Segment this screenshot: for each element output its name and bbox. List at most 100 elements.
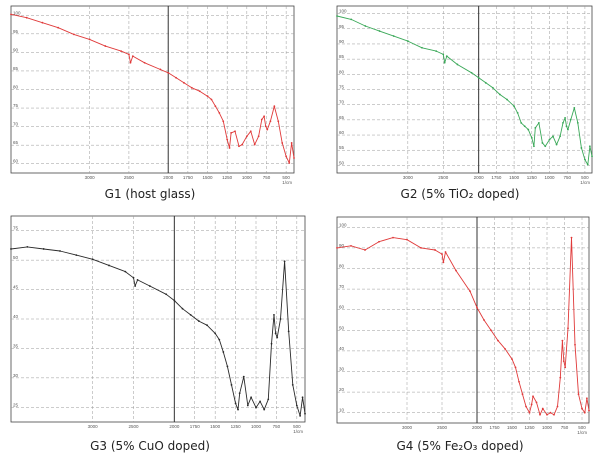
data-point bbox=[537, 122, 540, 124]
x-unit-label: 1/cm bbox=[577, 430, 587, 435]
data-point bbox=[491, 86, 494, 89]
data-point bbox=[281, 142, 284, 144]
data-point bbox=[541, 142, 544, 144]
data-point bbox=[528, 411, 531, 414]
data-point bbox=[580, 147, 583, 149]
data-point bbox=[534, 127, 537, 129]
y-tick-label: 70 bbox=[339, 100, 345, 105]
x-tick-label: 1250 bbox=[527, 175, 538, 180]
x-tick-label: 750 bbox=[561, 425, 569, 430]
data-point bbox=[234, 130, 236, 133]
data-point bbox=[336, 247, 338, 249]
data-point bbox=[287, 330, 290, 333]
data-point bbox=[263, 115, 266, 118]
data-point bbox=[569, 118, 572, 121]
y-tick-label: 25 bbox=[13, 402, 19, 407]
data-point bbox=[131, 55, 134, 57]
data-point bbox=[441, 253, 443, 255]
x-tick-label: 1500 bbox=[210, 424, 221, 429]
data-point bbox=[288, 162, 291, 164]
data-point bbox=[285, 155, 288, 158]
data-point bbox=[277, 120, 280, 123]
data-point bbox=[129, 61, 132, 64]
x-tick-label: 500 bbox=[581, 175, 589, 180]
data-point bbox=[525, 405, 527, 408]
x-tick-label: 1750 bbox=[183, 175, 194, 180]
data-point bbox=[455, 269, 457, 272]
x-tick-label: 1750 bbox=[491, 175, 502, 180]
data-point bbox=[506, 98, 508, 101]
y-tick-label: 50 bbox=[339, 160, 345, 165]
data-point bbox=[222, 120, 225, 123]
y-tick-label: 100 bbox=[339, 222, 347, 227]
x-tick-label: 1750 bbox=[489, 425, 500, 430]
data-point bbox=[456, 63, 459, 66]
data-point bbox=[435, 50, 438, 52]
data-point bbox=[226, 365, 229, 368]
data-point bbox=[238, 392, 241, 395]
data-point bbox=[574, 343, 576, 346]
y-tick-label: 50 bbox=[13, 255, 19, 260]
data-point bbox=[513, 105, 515, 108]
data-point bbox=[577, 393, 580, 396]
data-point bbox=[406, 238, 408, 241]
data-point bbox=[274, 332, 277, 335]
data-point bbox=[41, 21, 44, 24]
data-point bbox=[295, 404, 298, 407]
data-point bbox=[72, 33, 75, 36]
data-point bbox=[591, 155, 593, 158]
y-tick-label: 70 bbox=[339, 284, 345, 289]
data-point bbox=[378, 240, 380, 243]
x-tick-label: 1000 bbox=[242, 175, 253, 180]
y-tick-label: 30 bbox=[339, 367, 345, 372]
data-point bbox=[128, 53, 130, 56]
y-tick-label: 80 bbox=[13, 85, 19, 90]
data-point bbox=[218, 338, 221, 341]
data-point bbox=[564, 366, 567, 369]
data-point bbox=[350, 18, 353, 21]
data-point bbox=[420, 247, 422, 249]
x-tick-label: 2500 bbox=[437, 425, 448, 430]
data-point bbox=[544, 145, 547, 148]
data-point bbox=[273, 105, 276, 108]
data-point bbox=[541, 407, 544, 410]
data-point bbox=[421, 46, 423, 49]
x-tick-label: 750 bbox=[563, 175, 571, 180]
y-tick-label: 75 bbox=[13, 226, 19, 231]
data-point bbox=[293, 157, 295, 159]
y-tick-label: 45 bbox=[13, 285, 19, 290]
data-point bbox=[183, 81, 185, 84]
data-point bbox=[190, 86, 193, 89]
x-tick-label: 1500 bbox=[509, 175, 520, 180]
x-unit-label: 1/cm bbox=[282, 180, 292, 185]
data-point bbox=[273, 313, 275, 316]
x-tick-label: 3000 bbox=[88, 424, 99, 429]
data-point bbox=[573, 106, 576, 109]
data-point bbox=[565, 125, 568, 128]
y-tick-label: 50 bbox=[339, 325, 345, 330]
data-point bbox=[553, 413, 555, 416]
y-tick-label: 90 bbox=[339, 39, 345, 44]
data-point bbox=[257, 135, 260, 138]
data-point bbox=[255, 406, 257, 409]
data-point bbox=[434, 249, 436, 251]
data-point bbox=[564, 116, 566, 119]
data-point bbox=[559, 135, 562, 138]
y-tick-label: 60 bbox=[13, 159, 19, 164]
x-tick-label: 3000 bbox=[403, 175, 414, 180]
data-point bbox=[290, 142, 293, 144]
x-tick-label: 2500 bbox=[438, 175, 449, 180]
caption-g2: G2 (5% TiO₂ doped) bbox=[401, 187, 520, 201]
y-tick-label: 95 bbox=[13, 29, 19, 34]
x-tick-label: 2000 bbox=[163, 175, 174, 180]
data-point bbox=[198, 90, 201, 93]
data-point bbox=[576, 122, 579, 124]
data-point bbox=[175, 76, 177, 79]
y-tick-label: 95 bbox=[339, 24, 345, 29]
x-tick-label: 1000 bbox=[251, 424, 262, 429]
data-point bbox=[520, 122, 523, 124]
data-point bbox=[497, 339, 499, 342]
data-point bbox=[444, 251, 447, 253]
y-tick-label: 65 bbox=[339, 115, 345, 120]
